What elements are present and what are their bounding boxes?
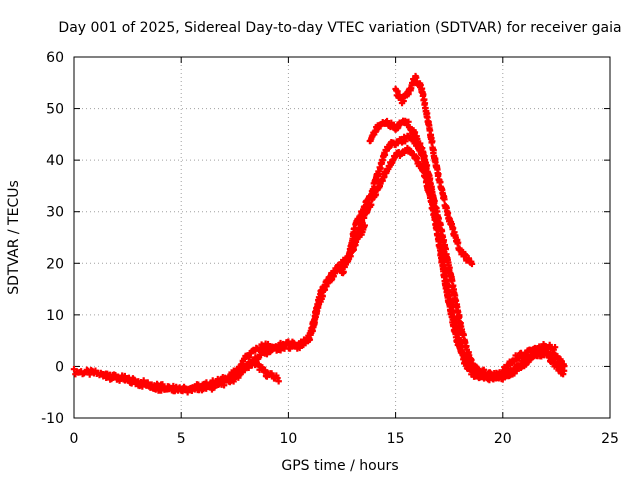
data-point [468,260,476,268]
data-point [441,196,448,203]
data-point [220,382,228,389]
data-point [431,197,438,205]
x-axis-label: GPS time / hours [281,458,398,474]
data-point [441,272,448,279]
y-tick-label: -10 [41,411,64,427]
y-tick-label: 10 [46,308,64,324]
data-point [449,225,457,232]
axis-ticks: 0 5 10 15 20 25 -10 0 10 20 30 40 50 60 [41,50,619,447]
data-point [435,170,442,178]
data-point [483,374,490,382]
x-tick-label: 25 [601,431,619,447]
data-point [560,367,568,374]
data-point [240,361,247,368]
data-point [546,351,553,358]
x-tick-label: 10 [279,431,297,447]
series-track-f [392,72,476,268]
x-tick-label: 15 [387,431,405,447]
data-point [423,162,431,169]
series-layer [70,72,568,396]
x-tick-label: 0 [70,431,79,447]
plot-frame [73,56,611,419]
chart-title: Day 001 of 2025, Sidereal Day-to-day VTE… [58,20,621,36]
data-point [430,147,437,154]
data-point [230,378,237,385]
y-axis-label: SDTVAR / TECUs [6,180,22,295]
data-point [379,177,386,184]
data-point [209,377,216,384]
data-point [261,366,269,374]
y-tick-label: 40 [46,153,64,169]
data-point [429,138,436,145]
data-point [454,239,462,246]
y-tick-label: 50 [46,102,64,118]
data-point [551,343,559,351]
x-tick-label: 5 [177,431,186,447]
series-track-e [366,117,568,383]
series-track-c [231,132,568,382]
y-tick-label: 30 [46,205,64,221]
x-tick-label: 20 [494,431,512,447]
data-point [159,381,166,388]
data-point [86,371,93,378]
data-point [108,375,115,382]
data-point [460,353,467,361]
data-point [203,379,210,386]
data-point [275,378,282,385]
y-tick-label: 0 [55,359,64,375]
y-tick-label: 60 [46,50,64,66]
y-tick-label: 20 [46,256,64,272]
data-point [500,369,507,376]
